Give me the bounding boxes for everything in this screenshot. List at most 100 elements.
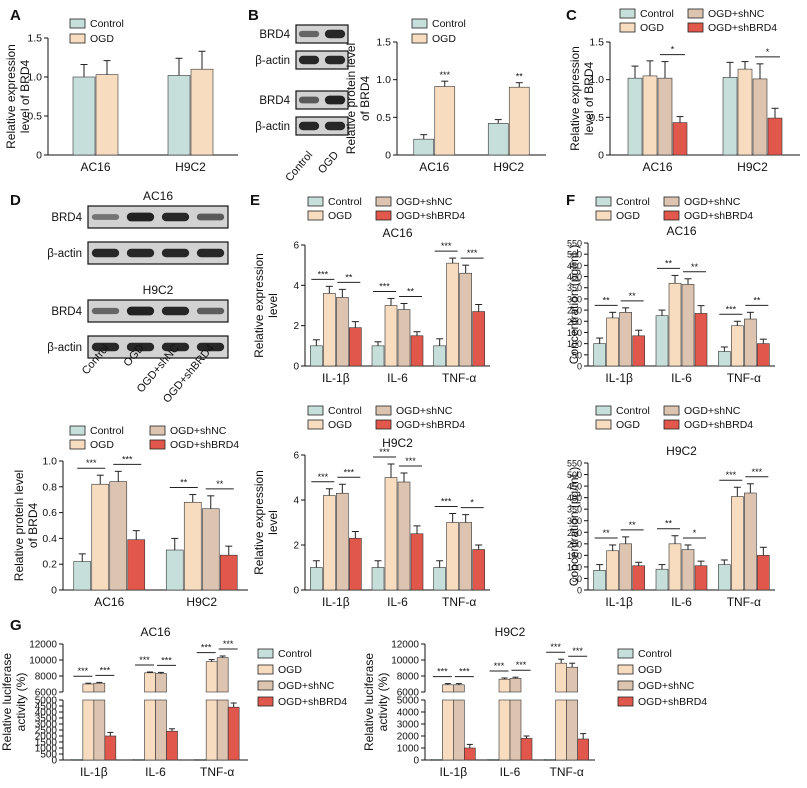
bar	[310, 567, 323, 591]
y-tick-label: 6	[293, 241, 299, 252]
legend-swatch	[595, 419, 612, 430]
legend-label: OGD	[278, 664, 302, 676]
bar	[472, 311, 485, 367]
bar	[487, 123, 509, 156]
y-tick-label: 0	[293, 586, 299, 597]
y-tick-label: 1.0	[376, 74, 391, 86]
chart-title: H9C2	[666, 444, 697, 458]
bar-lower	[509, 699, 522, 761]
bar	[219, 554, 238, 591]
bar	[165, 549, 184, 591]
significance-mark: ***	[441, 497, 452, 507]
y-tick-label: 0.5	[376, 112, 391, 124]
bar	[336, 492, 349, 591]
chart-title: H9C2	[382, 436, 413, 450]
legend-swatch	[617, 664, 634, 675]
x-tick-label: TNF-α	[442, 595, 476, 609]
bar	[194, 759, 207, 761]
bar-upper	[82, 683, 95, 693]
bar	[349, 537, 362, 591]
x-tick-label: H9C2	[737, 160, 768, 174]
bar	[109, 481, 128, 591]
bar	[722, 77, 738, 156]
legend-label: OGD	[432, 33, 456, 45]
bar-lower	[93, 699, 106, 761]
legend-label: Control	[90, 18, 124, 30]
y-axis-label: Concentration (pg/mL)	[567, 245, 581, 364]
blot-band	[298, 121, 320, 131]
legend-swatch	[257, 680, 274, 691]
blot-band	[126, 248, 155, 258]
bar-lower	[144, 699, 156, 761]
blot-band	[161, 342, 190, 352]
x-tick-label: IL-1β	[322, 595, 350, 609]
y-tick-label: 3500	[35, 714, 58, 725]
bar	[459, 272, 472, 367]
bar	[397, 481, 411, 591]
significance-mark: ***	[572, 646, 583, 656]
y-axis-label: Relative expressionlevel	[252, 470, 280, 575]
y-tick-label: 1.0	[27, 72, 42, 84]
significance-mark: ***	[201, 643, 212, 653]
bar	[227, 706, 240, 761]
y-tick-label: 0.4	[42, 533, 57, 545]
x-tick-label: H9C2	[175, 160, 206, 174]
significance-mark: ***	[437, 667, 448, 677]
bar	[681, 549, 695, 591]
significance-mark: **	[345, 272, 353, 282]
panel-label-B: B	[248, 7, 259, 24]
bar	[606, 550, 619, 591]
bar	[744, 492, 757, 591]
significance-mark: ***	[516, 660, 527, 670]
legend-swatch	[663, 405, 680, 416]
significance-mark: ***	[344, 467, 355, 477]
significance-mark: ***	[752, 467, 763, 477]
bar	[757, 343, 770, 367]
blot-band	[91, 342, 120, 352]
y-tick-label: 250	[567, 306, 582, 316]
legend-swatch	[307, 210, 324, 221]
legend-swatch	[69, 18, 86, 29]
bar	[619, 312, 632, 367]
legend-swatch	[617, 680, 634, 691]
significance-mark: ***	[139, 655, 150, 665]
y-tick-label: 0.5	[27, 111, 42, 123]
blot-strip	[87, 241, 229, 265]
x-tick-label: H9C2	[493, 160, 524, 174]
y-tick-label: 3000	[35, 720, 58, 731]
bar	[593, 343, 606, 367]
bar	[190, 68, 214, 156]
bar	[464, 747, 476, 761]
chart-G1: 6000 8000 10000 12000 0500100015002000250030…	[0, 625, 248, 779]
legend-label: OGD+shNC	[684, 196, 741, 208]
y-tick-label: 500	[40, 750, 57, 761]
bar	[508, 86, 530, 156]
legend-label: OGD	[616, 210, 640, 222]
blot-band	[126, 212, 155, 222]
blot-row-label: β-actin	[255, 121, 290, 133]
bar-upper	[155, 673, 167, 693]
y-tick-label: 12000	[391, 640, 419, 651]
legend-label: Control	[328, 405, 362, 417]
blot-band	[196, 248, 225, 258]
bar	[672, 122, 688, 156]
bar-lower	[216, 699, 229, 761]
blot-strip	[295, 50, 349, 70]
bar	[731, 496, 744, 591]
blot-band	[126, 342, 155, 352]
y-tick-label: 5000	[35, 696, 58, 707]
significance-mark: **	[691, 262, 699, 272]
blot-band	[161, 212, 190, 222]
y-tick-label: 450	[567, 482, 582, 492]
significance-mark: ***	[459, 667, 470, 677]
blot-band	[324, 121, 346, 131]
blot-band	[91, 307, 120, 315]
legend-swatch	[687, 8, 704, 19]
bar	[459, 522, 472, 591]
legend-label: OGD+shBRD4	[684, 210, 753, 222]
significance-mark: *	[470, 498, 474, 508]
y-tick-label: 6	[293, 451, 299, 462]
